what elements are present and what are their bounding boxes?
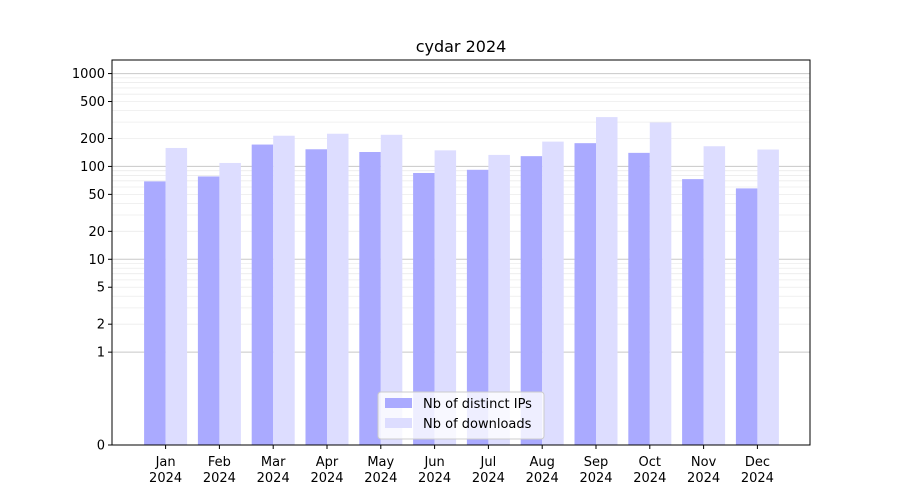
bar-distinct-ips-jul — [466, 169, 489, 445]
bar-downloads-nov — [703, 146, 726, 445]
bar-downloads-may — [380, 134, 403, 446]
y-tick-label: 0 — [97, 439, 105, 454]
y-tick-label: 20 — [88, 225, 105, 240]
bar-downloads-jun — [434, 150, 457, 445]
legend-swatch — [385, 418, 412, 428]
y-axis: 0 1 2 5 10 20 50 100 200 500 1000 — [72, 67, 112, 454]
x-tick-label-month: Oct — [639, 455, 661, 470]
bar-distinct-ips-aug — [520, 156, 543, 446]
x-tick-label-year: 2024 — [526, 471, 559, 486]
x-tick-label-month: Mar — [261, 455, 286, 470]
x-tick-label-year: 2024 — [418, 471, 451, 486]
x-tick-label-month: Jan — [155, 455, 176, 470]
y-tick-label: 50 — [88, 188, 105, 203]
x-tick-label-month: Sep — [584, 455, 609, 470]
legend-swatch — [385, 398, 412, 408]
bar-downloads-jul — [488, 154, 510, 445]
x-tick-label-month: Jul — [480, 455, 497, 470]
bar-distinct-ips-feb — [197, 176, 220, 445]
x-tick-label-year: 2024 — [149, 471, 182, 486]
bar-distinct-ips-jan — [144, 181, 166, 446]
x-tick-label-month: May — [367, 455, 394, 470]
x-tick-label-month: Nov — [691, 455, 717, 470]
x-tick-label-year: 2024 — [364, 471, 397, 486]
bar-downloads-apr — [327, 133, 349, 445]
y-tick-label: 5 — [97, 281, 105, 296]
plot-frame — [111, 59, 811, 446]
legend: Nb of distinct IPs Nb of downloads — [377, 391, 545, 440]
bars — [144, 117, 779, 446]
bar-distinct-ips-apr — [305, 149, 327, 446]
bar-distinct-ips-sep — [574, 143, 596, 445]
x-tick-label-year: 2024 — [741, 471, 774, 486]
bar-distinct-ips-dec — [735, 188, 758, 445]
x-tick-label-year: 2024 — [687, 471, 720, 486]
x-tick-label-month: Aug — [530, 455, 555, 470]
legend-box — [377, 391, 545, 440]
x-tick-label-year: 2024 — [203, 471, 236, 486]
y-tick-label: 1000 — [72, 67, 105, 82]
x-tick-label-month: Jun — [423, 455, 444, 470]
bar-downloads-dec — [757, 149, 779, 445]
bar-downloads-feb — [219, 162, 241, 446]
y-tick-label: 200 — [80, 132, 105, 147]
y-tick-label: 2 — [97, 318, 105, 333]
bar-downloads-jan — [165, 147, 188, 446]
bar-downloads-aug — [542, 141, 564, 446]
x-tick-label-year: 2024 — [579, 471, 612, 486]
x-tick-label-year: 2024 — [472, 471, 505, 486]
legend-label: Nb of downloads — [423, 417, 532, 432]
bar-distinct-ips-nov — [682, 179, 704, 446]
bar-distinct-ips-may — [359, 152, 381, 445]
chart-title: cydar 2024 — [416, 37, 507, 56]
x-tick-label-month: Feb — [208, 455, 231, 470]
legend-label: Nb of distinct IPs — [423, 397, 532, 412]
bar-downloads-sep — [596, 117, 618, 445]
bar-distinct-ips-mar — [251, 144, 274, 445]
bar-distinct-ips-jun — [413, 172, 435, 445]
bar-distinct-ips-oct — [628, 152, 650, 445]
y-tick-label: 100 — [80, 160, 105, 175]
bar-downloads-oct — [649, 122, 672, 446]
x-tick-label-month: Apr — [316, 455, 339, 470]
bar-downloads-mar — [273, 135, 295, 445]
y-tick-label: 10 — [88, 253, 105, 268]
x-tick-label-year: 2024 — [310, 471, 343, 486]
x-tick-label-year: 2024 — [257, 471, 290, 486]
x-tick-label-month: Dec — [745, 455, 770, 470]
x-axis: Jan2024Feb2024Mar2024Apr2024May2024Jun20… — [149, 445, 774, 486]
y-tick-label: 1 — [97, 346, 105, 361]
x-tick-label-year: 2024 — [633, 471, 666, 486]
y-tick-label: 500 — [80, 95, 105, 110]
